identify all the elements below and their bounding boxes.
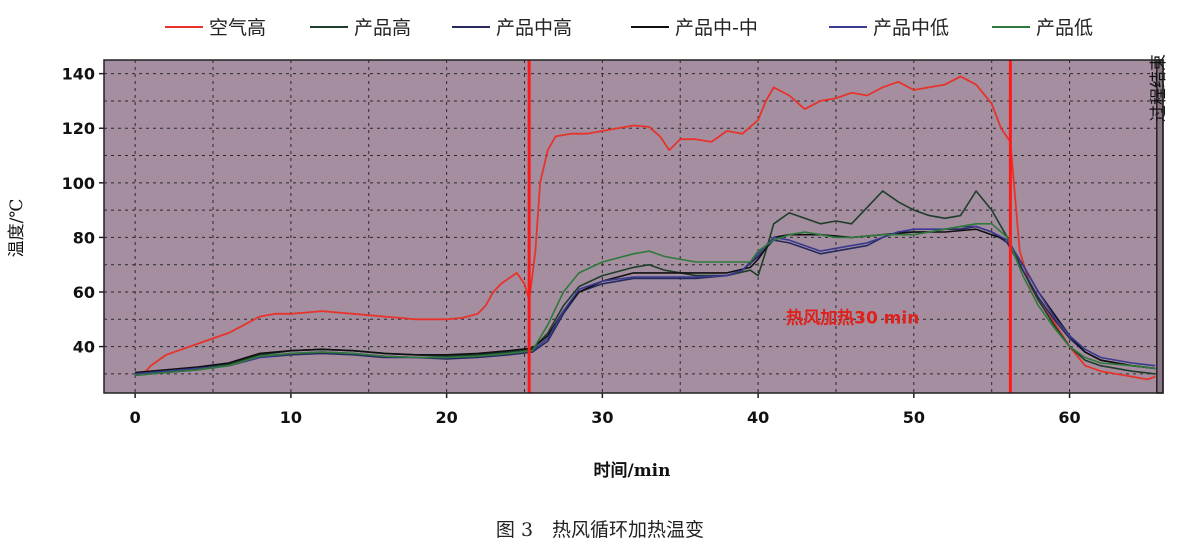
x-tick-label: 20: [435, 408, 457, 427]
series-line-6: [135, 223, 1156, 377]
x-tick-label: 30: [591, 408, 613, 427]
plot-frame: [103, 59, 1164, 394]
y-tick-label: 140: [62, 65, 95, 84]
legend-label: 产品中低: [873, 17, 949, 39]
series-line-1: [134, 75, 1156, 381]
x-tick-label: 0: [130, 408, 141, 427]
y-tick-label: 40: [73, 338, 95, 357]
vertical-markers: [527, 60, 1012, 393]
plot-area: [104, 60, 1163, 393]
legend-label: 产品低: [1036, 17, 1093, 39]
x-tick-label: 10: [280, 408, 302, 427]
legend-label: 产品高: [354, 17, 411, 39]
side-label: 过程结束: [1149, 54, 1169, 122]
legend-label: 产品中-中: [675, 17, 758, 39]
x-axis-title: 时间/min: [593, 460, 670, 481]
legend-label: 产品中高: [496, 17, 572, 39]
y-tick-label: 100: [62, 174, 95, 193]
y-axis-ticks: 40 60 80 100 120 140: [62, 65, 104, 357]
y-axis-title: 温度/℃: [7, 199, 27, 258]
annotation-label: 热风加热30 min: [786, 307, 919, 328]
y-tick-label: 80: [73, 228, 95, 247]
x-tick-label: 60: [1058, 408, 1080, 427]
legend-label: 空气高: [209, 17, 266, 39]
gridlines: [104, 60, 1163, 393]
legend: 空气高 产品高 产品中高 产品中-中 产品中低 产品低: [165, 17, 1093, 39]
y-tick-label: 60: [73, 283, 95, 302]
figure-caption: 图 3 热风循环加热温变: [496, 519, 704, 541]
x-tick-label: 50: [903, 408, 925, 427]
y-tick-label: 120: [62, 119, 95, 138]
x-axis-ticks: 0 10 20 30 40 50 60: [130, 393, 1081, 427]
x-tick-label: 40: [747, 408, 769, 427]
